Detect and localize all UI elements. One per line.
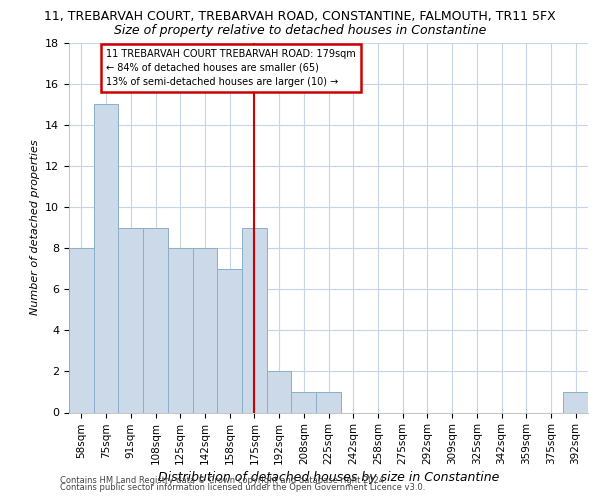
Bar (563, 392, 588, 412)
Text: Size of property relative to detached houses in Constantine: Size of property relative to detached ho… (114, 24, 486, 37)
Bar (118, 228, 143, 412)
Text: Contains HM Land Registry data © Crown copyright and database right 2024.: Contains HM Land Registry data © Crown c… (60, 476, 386, 485)
Text: 11, TREBARVAH COURT, TREBARVAH ROAD, CONSTANTINE, FALMOUTH, TR11 5FX: 11, TREBARVAH COURT, TREBARVAH ROAD, CON… (44, 10, 556, 23)
Text: 11 TREBARVAH COURT TREBARVAH ROAD: 179sqm
← 84% of detached houses are smaller (: 11 TREBARVAH COURT TREBARVAH ROAD: 179sq… (106, 48, 356, 86)
X-axis label: Distribution of detached houses by size in Constantine: Distribution of detached houses by size … (158, 472, 499, 484)
Bar (292, 392, 316, 412)
Bar (168, 248, 193, 412)
Bar (143, 228, 168, 412)
Bar (69, 248, 94, 412)
Bar (193, 248, 217, 412)
Bar (267, 372, 292, 412)
Bar (242, 228, 267, 412)
Bar (94, 104, 118, 412)
Text: Contains public sector information licensed under the Open Government Licence v3: Contains public sector information licen… (60, 484, 425, 492)
Bar (316, 392, 341, 412)
Bar (217, 268, 242, 412)
Y-axis label: Number of detached properties: Number of detached properties (29, 140, 40, 316)
